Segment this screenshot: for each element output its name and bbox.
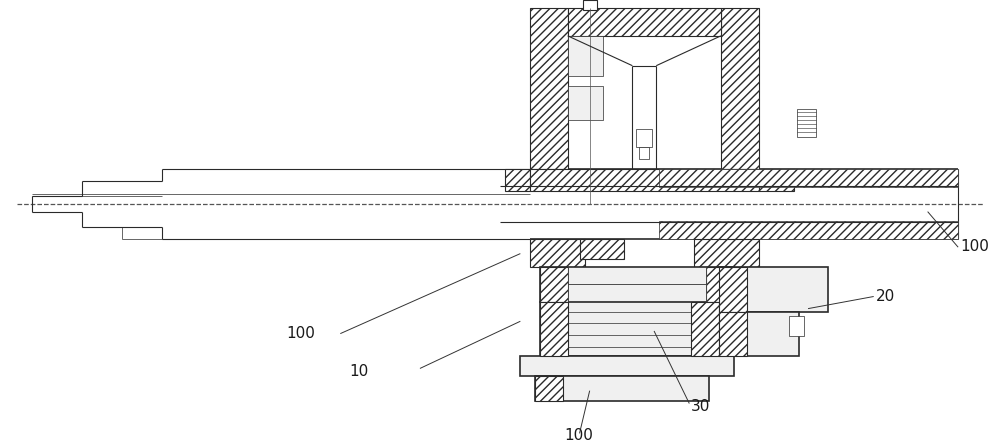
Bar	[721, 8, 759, 169]
Bar	[719, 312, 799, 356]
Bar	[530, 169, 759, 191]
Bar	[530, 8, 568, 169]
Bar	[568, 85, 603, 121]
Bar	[719, 312, 747, 356]
Bar	[659, 169, 958, 187]
Bar	[568, 267, 706, 283]
Bar	[639, 147, 649, 159]
Bar	[505, 169, 530, 191]
Bar	[583, 0, 597, 10]
Bar	[568, 8, 721, 36]
Bar	[535, 376, 563, 401]
Bar	[540, 302, 568, 356]
Bar	[520, 356, 734, 376]
Bar	[568, 36, 603, 76]
Bar	[659, 221, 958, 239]
Bar	[789, 316, 804, 336]
Bar	[535, 376, 709, 401]
Bar	[568, 283, 706, 300]
Text: 20: 20	[876, 289, 895, 304]
Bar	[540, 267, 734, 302]
Bar	[691, 302, 719, 356]
Text: 100: 100	[286, 326, 315, 341]
Bar	[540, 302, 719, 356]
Bar	[636, 129, 652, 147]
Bar	[797, 109, 816, 138]
Bar	[580, 239, 624, 259]
Text: 100: 100	[961, 239, 990, 255]
Bar	[759, 169, 794, 191]
Bar	[694, 239, 759, 267]
Bar	[540, 267, 568, 302]
Bar	[719, 267, 828, 312]
Text: 100: 100	[565, 429, 594, 443]
Text: 10: 10	[349, 364, 369, 379]
Text: 30: 30	[691, 399, 710, 413]
Bar	[530, 239, 585, 267]
Bar	[719, 267, 747, 312]
Bar	[706, 267, 734, 302]
